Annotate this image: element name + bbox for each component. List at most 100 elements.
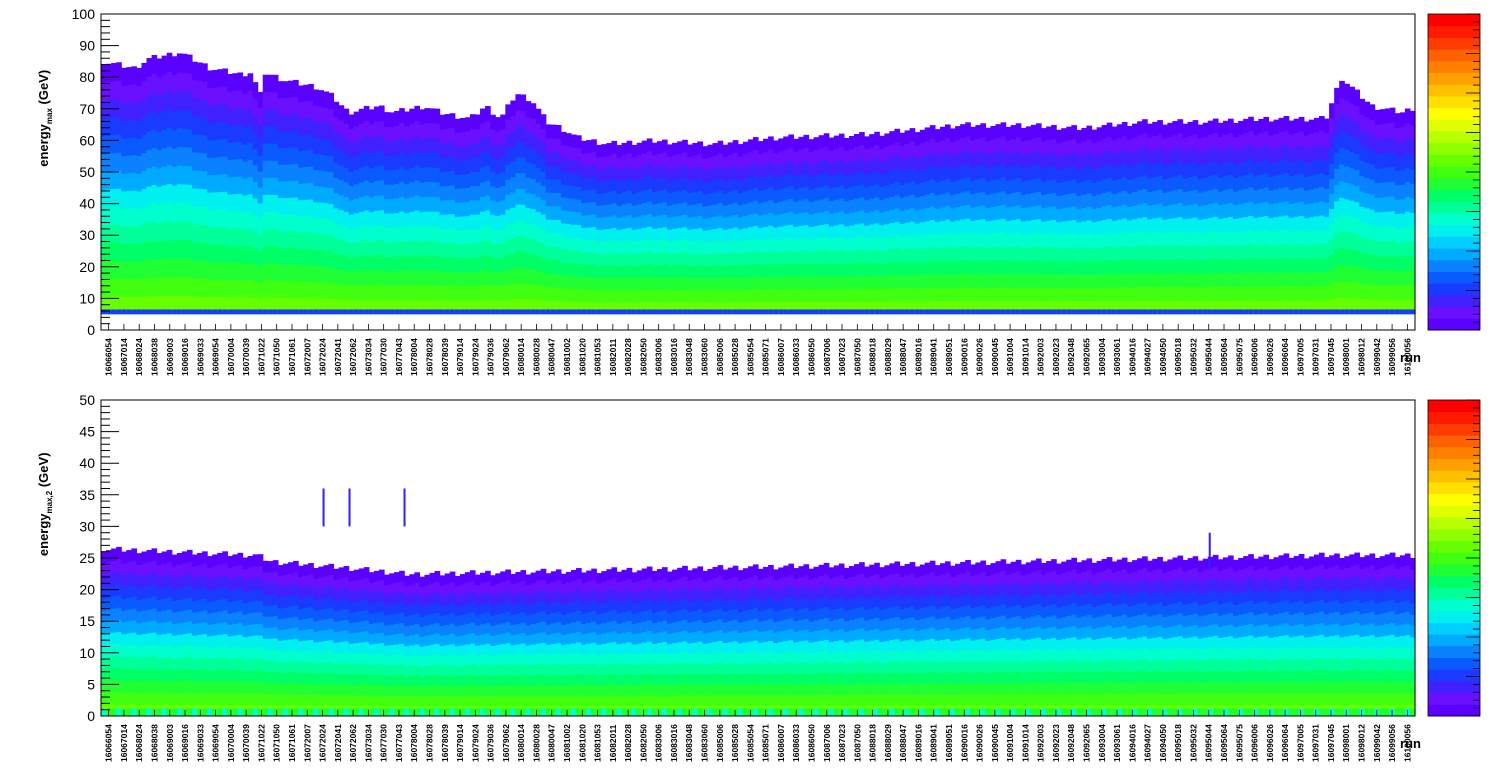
heatmap-cell — [1005, 153, 1012, 168]
heatmap-cell — [282, 131, 289, 149]
heatmap-cell — [429, 284, 436, 300]
heatmap-cell — [1091, 155, 1098, 170]
heatmap-cell — [788, 275, 794, 289]
heatmap-cell — [1081, 167, 1088, 182]
heatmap-cell — [1268, 135, 1275, 150]
heatmap-cell — [166, 668, 173, 681]
heatmap-cell — [1126, 206, 1133, 221]
heatmap-cell — [171, 612, 178, 625]
heatmap-cell — [960, 259, 966, 274]
heatmap-cell — [1399, 299, 1406, 315]
heatmap-cell — [257, 139, 264, 156]
heatmap-cell — [313, 105, 319, 122]
heatmap-cell — [1010, 246, 1017, 261]
heatmap-cell — [191, 708, 198, 716]
x-tick-label: 16094027 — [1143, 338, 1153, 376]
heatmap-cell — [141, 563, 148, 576]
heatmap-cell — [1035, 205, 1042, 220]
heatmap-cell — [449, 127, 456, 143]
heatmap-cell — [217, 279, 223, 298]
heatmap-cell — [277, 694, 284, 706]
heatmap-cell — [272, 638, 279, 650]
heatmap-cell — [106, 117, 112, 136]
heatmap-cell — [692, 167, 698, 181]
heatmap-cell — [960, 273, 966, 288]
heatmap-cell — [439, 185, 446, 201]
heatmap-cell — [197, 587, 203, 600]
heatmap-cell — [636, 289, 643, 303]
heatmap-cell — [1025, 180, 1032, 194]
heatmap-cell — [272, 693, 279, 706]
heatmap-cell — [166, 258, 173, 278]
heatmap-cell — [1278, 286, 1285, 301]
x-tick-label: 16079062 — [501, 338, 511, 376]
heatmap-cell — [197, 80, 203, 99]
heatmap-cell — [287, 650, 294, 662]
heatmap-cell — [848, 263, 855, 277]
heatmap-cell — [601, 229, 607, 242]
heatmap-cell — [247, 635, 254, 648]
heatmap-cell — [1167, 177, 1174, 192]
heatmap-cell — [217, 587, 223, 600]
heatmap-cell — [171, 681, 178, 694]
heatmap-cell — [328, 156, 335, 173]
heatmap-cell — [1369, 209, 1376, 225]
heatmap-cell — [121, 586, 127, 599]
heatmap-cell — [1061, 168, 1067, 182]
heatmap-cell — [1182, 232, 1189, 247]
heatmap-cell — [808, 201, 815, 215]
heatmap-cell — [399, 196, 405, 212]
heatmap-cell — [1283, 200, 1290, 216]
heatmap-cell — [672, 240, 678, 254]
heatmap-cell — [232, 296, 239, 315]
heatmap-cell — [838, 301, 845, 315]
heatmap-cell — [166, 202, 173, 222]
heatmap-cell — [1066, 126, 1072, 141]
x-tick-label: 16081020 — [577, 338, 587, 376]
heatmap-cell — [480, 226, 486, 242]
heatmap-cell — [464, 187, 471, 203]
x-axis-top: 16066054 16067014 16068024 16068038 16069003… — [104, 324, 1412, 376]
heatmap-cell — [737, 216, 744, 230]
heatmap-cell — [136, 173, 143, 192]
heatmap-cell — [444, 299, 451, 315]
heatmap-cell — [1066, 274, 1072, 288]
heatmap-cell — [217, 599, 223, 612]
heatmap-cell — [348, 143, 355, 158]
heatmap-cell — [1278, 187, 1285, 203]
heatmap-cell — [1076, 129, 1083, 144]
heatmap-cell — [646, 150, 653, 164]
heatmap-cell — [1222, 272, 1229, 287]
heatmap-cell — [1334, 136, 1340, 153]
heatmap-cell — [1409, 183, 1416, 199]
heatmap-cell — [965, 218, 971, 233]
heatmap-cell — [404, 198, 410, 214]
heatmap-cell — [404, 309, 410, 315]
heatmap-cell — [202, 610, 208, 623]
heatmap-cell — [1177, 216, 1184, 232]
heatmap-cell — [712, 167, 719, 181]
heatmap-cell — [217, 156, 223, 175]
x-tick-label: 16093004 — [1097, 338, 1107, 376]
heatmap-cell — [1051, 192, 1057, 207]
heatmap-cell — [985, 167, 992, 182]
heatmap-cell — [242, 682, 249, 694]
heatmap-cell — [1051, 309, 1057, 315]
heatmap-cell — [1111, 207, 1118, 221]
heatmap-cell — [1258, 216, 1264, 231]
heatmap-cell — [899, 210, 906, 224]
heatmap-cell — [975, 300, 981, 315]
heatmap-cell — [1233, 177, 1239, 192]
heatmap-cell — [1197, 246, 1204, 261]
heatmap-cell — [1228, 188, 1234, 203]
heatmap-cell — [1066, 309, 1072, 315]
heatmap-cell — [212, 226, 218, 245]
heatmap-cell — [702, 266, 709, 279]
heatmap-cell — [495, 201, 501, 217]
heatmap-cell — [677, 203, 683, 216]
heatmap-cell — [207, 708, 213, 716]
heatmap-cell — [1268, 121, 1275, 136]
heatmap-cell — [1172, 134, 1179, 149]
